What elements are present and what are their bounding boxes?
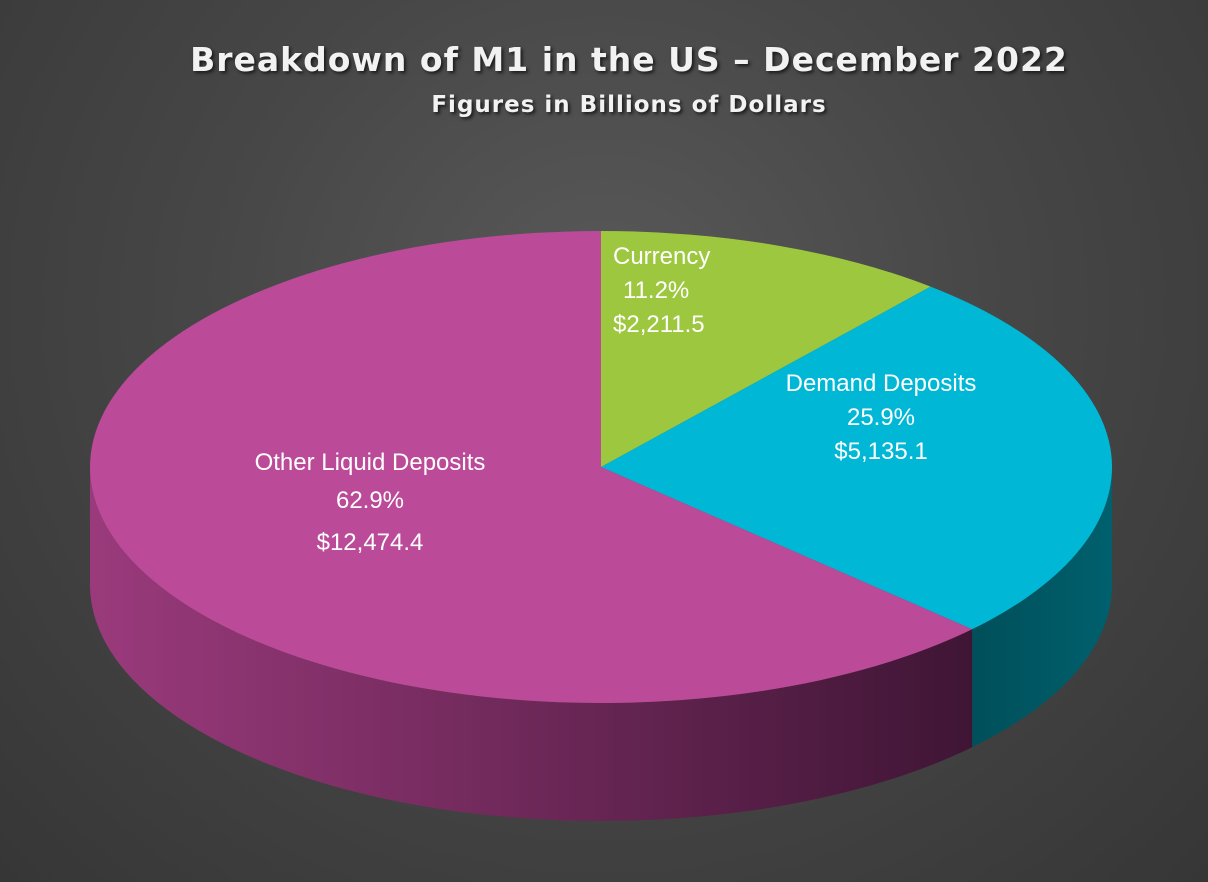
pie-labels: Currency 11.2% $2,211.5 Demand Deposits 25.9… bbox=[255, 243, 977, 556]
pie-sides bbox=[90, 467, 1112, 822]
pie-tops bbox=[90, 231, 1112, 703]
slice-value-currency: $2,211.5 bbox=[613, 311, 705, 338]
slice-value-demand-deposits: $5,135.1 bbox=[834, 438, 927, 465]
slice-percent-currency: 11.2% bbox=[623, 277, 689, 304]
chart-subtitle: Figures in Billions of Dollars bbox=[431, 92, 827, 118]
slice-label-demand-deposits: Demand Deposits bbox=[786, 370, 977, 397]
pie-side-other-liquid-deposits bbox=[90, 467, 973, 822]
slice-value-other-liquid-deposits: $12,474.4 bbox=[317, 529, 424, 556]
pie-slice-demand-deposits bbox=[601, 286, 1112, 630]
pie-slice-other-liquid-deposits bbox=[90, 231, 973, 703]
slice-percent-demand-deposits: 25.9% bbox=[847, 404, 915, 431]
chart-title: Breakdown of M1 in the US – December 202… bbox=[190, 40, 1068, 79]
pie-side-demand-deposits bbox=[972, 467, 1112, 748]
slice-label-currency: Currency bbox=[613, 243, 710, 270]
slice-label-other-liquid-deposits: Other Liquid Deposits bbox=[255, 449, 486, 476]
pie-slice-currency bbox=[601, 231, 931, 467]
slice-percent-other-liquid-deposits: 62.9% bbox=[336, 487, 404, 514]
